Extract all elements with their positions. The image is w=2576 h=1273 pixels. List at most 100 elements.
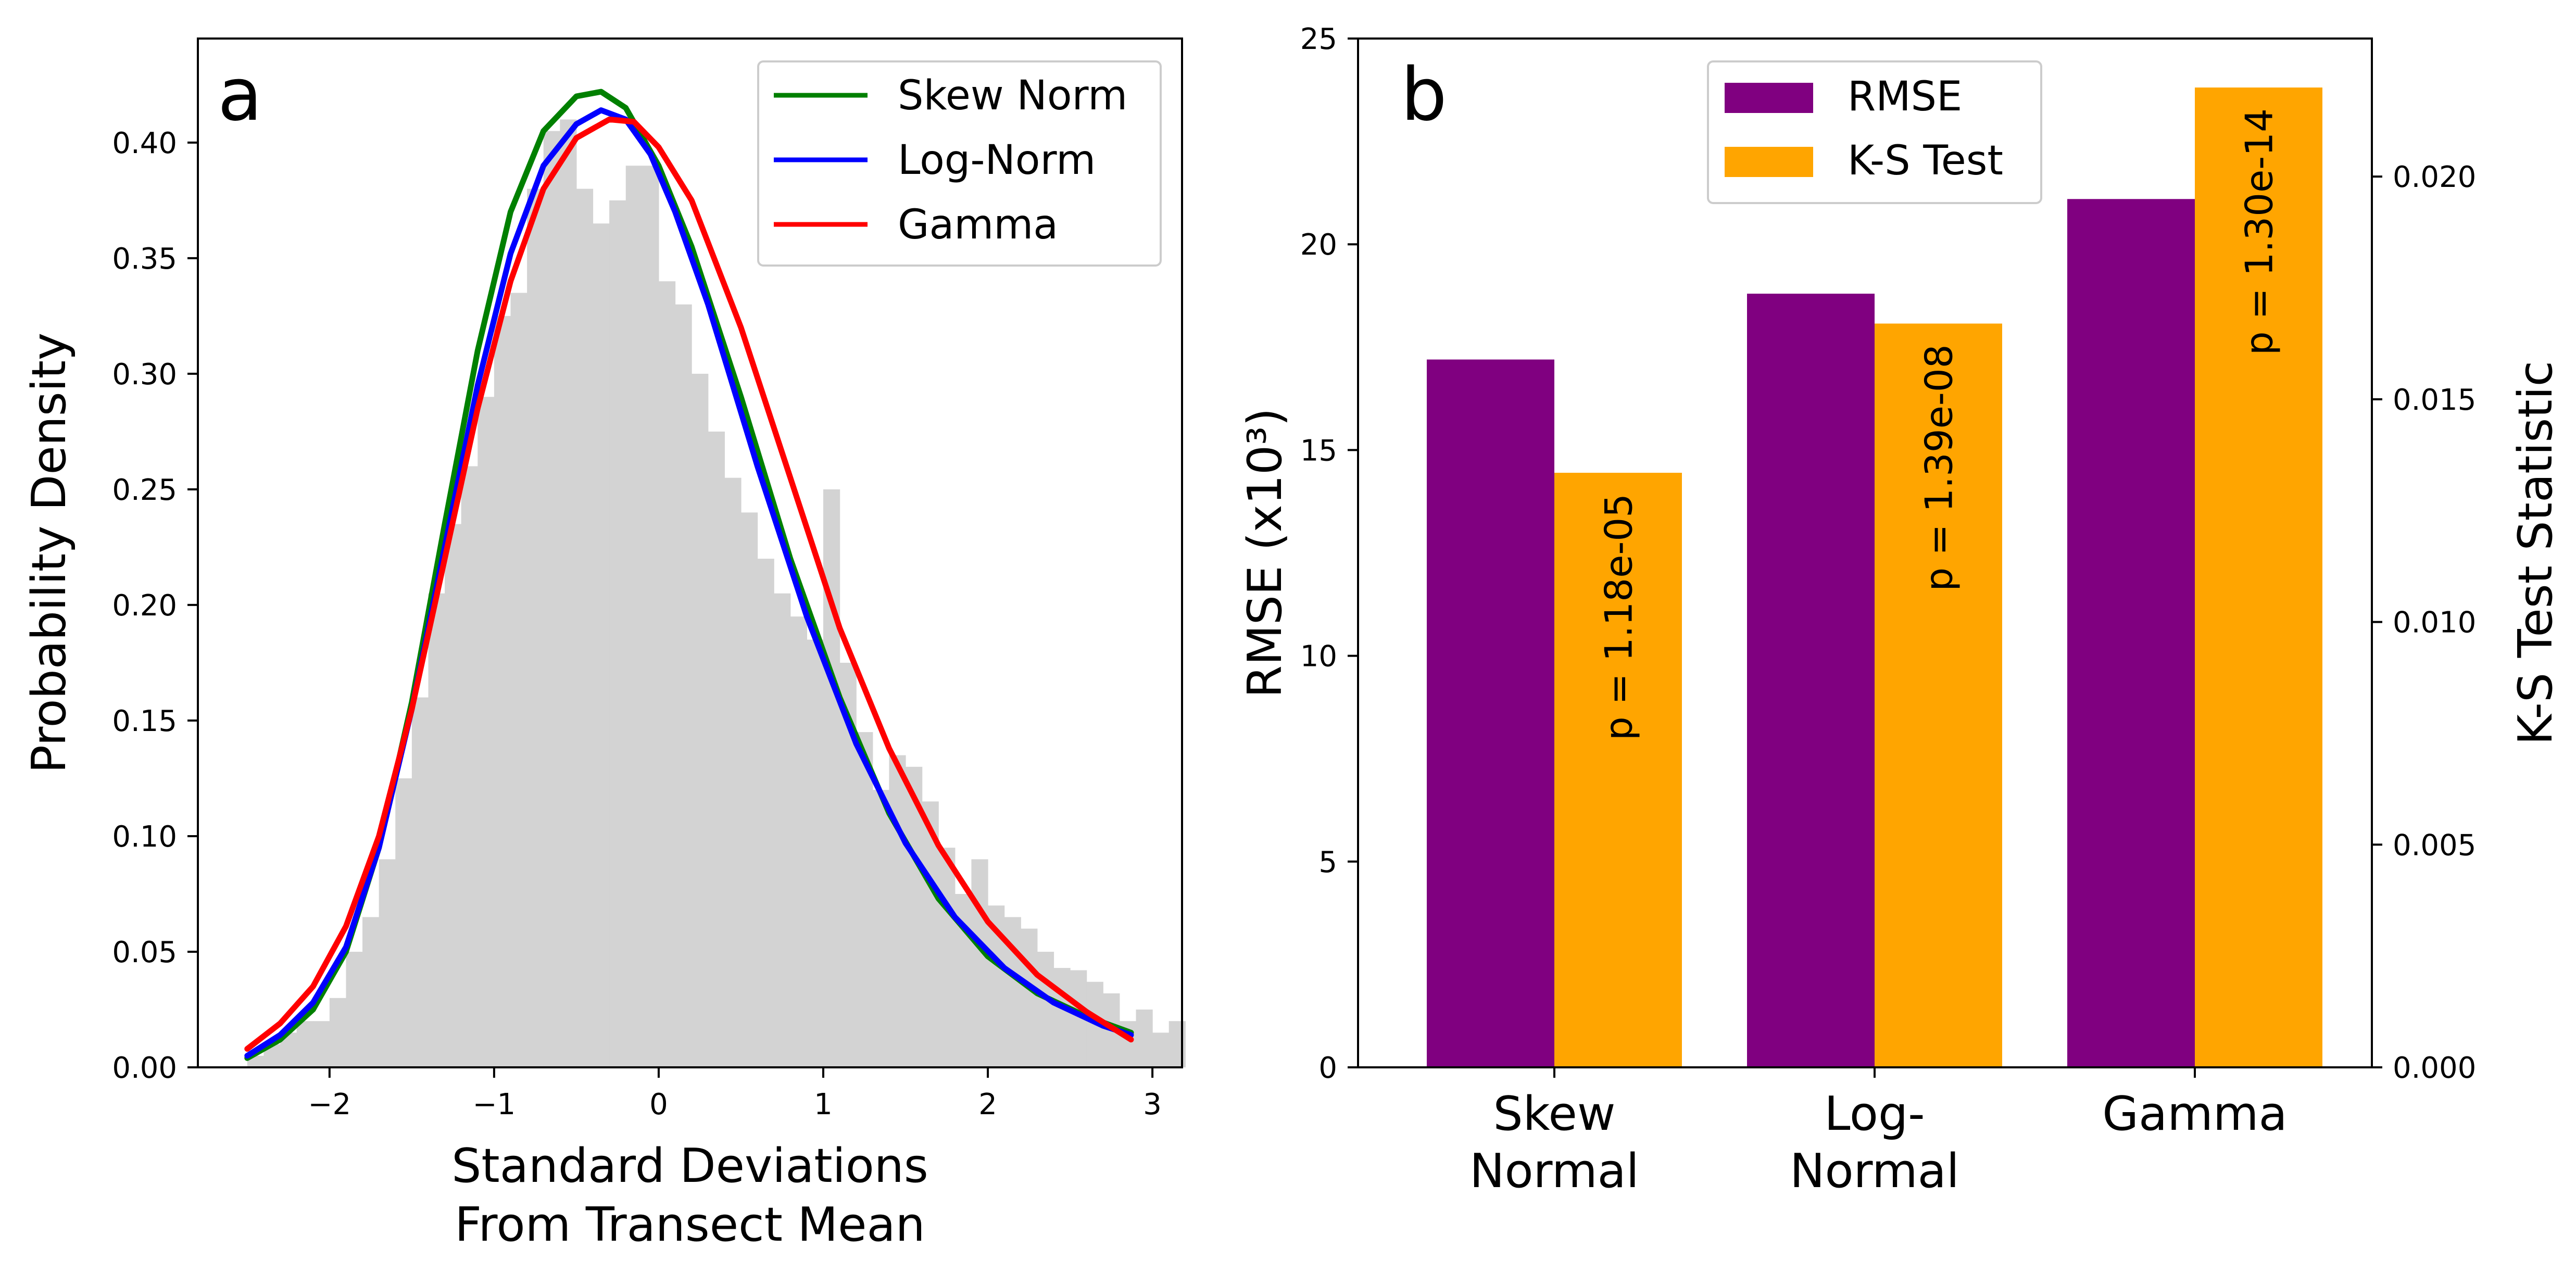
histogram-bar <box>740 512 758 1067</box>
histogram-bar <box>494 316 511 1067</box>
ks-bar <box>2195 87 2322 1068</box>
y-tick-label: 15 <box>1300 434 1337 468</box>
x-category-label: Log- <box>1824 1087 1925 1141</box>
y2-tick-label: 0.020 <box>2393 160 2476 194</box>
histogram-bar <box>1037 951 1054 1067</box>
y-tick-label: 20 <box>1300 228 1337 262</box>
histogram-bar <box>461 466 478 1067</box>
legend-label-log-norm: Log-Norm <box>898 137 1096 184</box>
histogram-bar <box>757 559 774 1067</box>
ks-bar <box>1554 473 1682 1067</box>
histogram-bar <box>395 778 412 1067</box>
histogram-bar <box>823 489 840 1067</box>
x-category-label: Normal <box>1790 1144 1959 1199</box>
histogram-bar <box>1152 1032 1170 1067</box>
y-axis-ticks: 0.00 0.05 0.10 0.15 0.20 0.25 0.30 0.35 0.40 <box>112 127 198 1085</box>
x-category-label: Gamma <box>2102 1087 2287 1141</box>
y-tick-label: 0.05 <box>112 936 177 969</box>
histogram-bar <box>329 998 347 1067</box>
ks-bar <box>1875 323 2002 1068</box>
gamma-curve <box>244 116 1134 1052</box>
histogram-bar <box>445 524 462 1067</box>
p-value-label: p = 1.39e-08 <box>1917 344 1961 591</box>
histogram-bar <box>708 431 725 1067</box>
histogram-bar <box>625 166 643 1067</box>
histogram-bar <box>790 616 807 1067</box>
rmse-bar <box>2067 199 2195 1068</box>
histogram-bar <box>362 917 380 1067</box>
y-tick-label: 0.35 <box>112 242 177 276</box>
histogram-bar <box>510 293 527 1067</box>
histogram-bar <box>296 1021 313 1067</box>
legend: Skew Norm Log-Norm Gamma <box>757 60 1162 267</box>
y2-axis-ticks: 0.000 0.005 0.010 0.015 0.020 <box>2372 160 2476 1085</box>
y-tick-label: 0.40 <box>112 127 177 160</box>
histogram-bar <box>477 397 495 1067</box>
histogram-bar <box>313 1021 330 1067</box>
y-tick-label: 25 <box>1300 22 1337 56</box>
y2-tick-label: 0.015 <box>2393 383 2476 417</box>
panel-b: p = 1.18e-05 p = 1.39e-08 p = 1.30e-14 0 5 1… <box>1238 22 2563 1199</box>
x-tick-label: 1 <box>814 1088 833 1121</box>
histogram-bar <box>379 859 396 1067</box>
y-tick-label: 0.10 <box>112 820 177 854</box>
p-value-label: p = 1.18e-05 <box>1597 494 1641 740</box>
histogram-bar <box>938 848 956 1067</box>
x-category-label: Skew <box>1493 1087 1615 1141</box>
histogram-bar <box>428 593 445 1067</box>
legend-label-skew-norm: Skew Norm <box>898 72 1127 119</box>
fit-curves <box>244 89 1134 1061</box>
p-value-annotations: p = 1.18e-05 p = 1.39e-08 p = 1.30e-14 <box>1597 108 2281 740</box>
histogram-bar <box>1136 1009 1153 1067</box>
rmse-bar <box>1427 359 1554 1068</box>
histogram-bar <box>774 593 791 1067</box>
x-axis-label-line2: From Transect Mean <box>455 1198 925 1252</box>
y2-axis-label: K-S Test Statistic <box>2508 361 2563 745</box>
histogram-bar <box>807 639 824 1067</box>
legend: RMSE K-S Test <box>1707 60 2042 204</box>
histogram-bar <box>560 119 577 1067</box>
histogram-bar <box>1021 928 1038 1067</box>
y-axis-label: Probability Density <box>22 333 77 774</box>
panel-a: 0.000.050.100.150.200.250.300.350.40 −2−… <box>22 37 1186 1252</box>
histogram-bar <box>658 281 676 1067</box>
x-axis-ticks: −2 −1 0 1 2 3 <box>308 1067 1162 1121</box>
histogram-bar <box>543 131 560 1068</box>
y-tick-label: 0.30 <box>112 358 177 392</box>
x-tick-label: −2 <box>308 1088 351 1121</box>
histogram-bar <box>872 790 890 1067</box>
x-tick-label: −1 <box>473 1088 516 1121</box>
plot-frame <box>197 37 1183 1068</box>
legend-label-rmse: RMSE <box>1848 73 1962 120</box>
legend-swatch-ks <box>1725 147 1813 177</box>
histogram-bar <box>527 188 544 1068</box>
panel-label: a <box>218 53 262 137</box>
legend-label-gamma: Gamma <box>898 201 1058 248</box>
histogram-bar <box>642 166 659 1067</box>
y2-tick-label: 0.010 <box>2393 606 2476 640</box>
histogram-bar <box>724 477 742 1068</box>
bars <box>1427 87 2322 1068</box>
histogram-bar <box>856 732 873 1067</box>
histogram-bar <box>889 755 906 1067</box>
x-tick-label: 2 <box>978 1088 997 1121</box>
y-axis-ticks: 0 5 10 15 20 25 <box>1300 22 1358 1085</box>
y2-tick-label: 0.000 <box>2393 1051 2476 1085</box>
histogram-bar <box>1053 968 1071 1067</box>
panel-label: b <box>1401 53 1447 137</box>
y-tick-label: 5 <box>1318 846 1337 879</box>
y-tick-label: 0 <box>1318 1051 1337 1085</box>
y-tick-label: 0.20 <box>112 589 177 623</box>
rmse-bar <box>1747 294 1875 1067</box>
y-axis-label: RMSE (x10³) <box>1238 408 1292 698</box>
histogram-bar <box>692 373 709 1067</box>
x-tick-label: 0 <box>649 1088 668 1121</box>
x-category-label: Normal <box>1469 1144 1639 1199</box>
y-tick-label: 10 <box>1300 640 1337 674</box>
plot-frame <box>1357 37 2373 1068</box>
legend-label-ks: K-S Test <box>1848 137 2003 184</box>
x-axis-label-line1: Standard Deviations <box>451 1139 928 1193</box>
histogram-bar <box>906 766 923 1067</box>
